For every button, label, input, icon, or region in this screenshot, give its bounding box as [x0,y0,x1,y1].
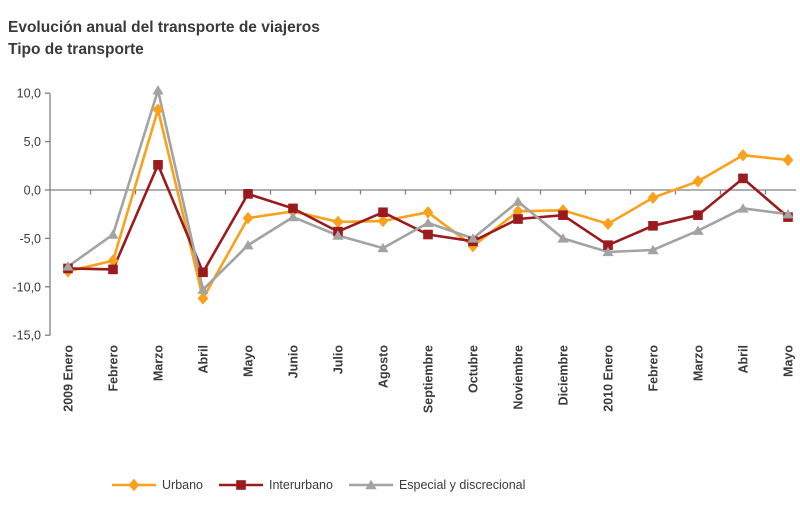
legend-label-interurbano: Interurbano [269,478,333,492]
svg-text:2009 Enero: 2009 Enero [62,345,76,412]
line-chart: 10,0 5,0 0,0 -5,0 -10,0 -15,0 2009 Enero Febrer… [13,85,796,413]
svg-text:Abril: Abril [197,345,211,373]
svg-text:0,0: 0,0 [24,184,41,198]
legend-label-urbano: Urbano [162,478,203,492]
svg-text:Octubre: Octubre [467,345,481,393]
urbano-diamond-icon [112,478,156,492]
legend-item-especial: Especial y discrecional [348,478,526,492]
svg-text:Febrero: Febrero [107,345,121,392]
svg-text:Diciembre: Diciembre [557,345,571,405]
svg-text:Septiembre: Septiembre [422,345,436,413]
especial-triangle-icon [348,479,393,490]
svg-text:2010 Enero: 2010 Enero [602,345,616,412]
svg-text:Marzo: Marzo [692,345,706,381]
svg-text:Marzo: Marzo [152,345,166,381]
interurbano-square-icon [219,480,263,490]
svg-text:Mayo: Mayo [242,345,256,377]
svg-text:Agosto: Agosto [377,345,391,388]
chart-legend: Urbano Interurbano Especial y discrecion… [112,478,525,492]
title-block: Evolución anual del transporte de viajer… [8,16,320,62]
svg-text:Junio: Junio [287,345,301,379]
svg-text:-10,0: -10,0 [13,280,42,294]
svg-text:Mayo: Mayo [782,345,796,377]
legend-item-interurbano: Interurbano [219,478,333,492]
svg-text:Abril: Abril [737,345,751,373]
svg-text:10,0: 10,0 [17,87,41,101]
svg-text:Febrero: Febrero [647,345,661,392]
svg-text:-5,0: -5,0 [19,232,41,246]
legend-label-especial: Especial y discrecional [398,478,526,492]
svg-text:5,0: 5,0 [24,135,41,149]
svg-text:Julio: Julio [332,345,346,375]
chart-subtitle: Tipo de transporte [8,41,144,59]
svg-text:Noviembre: Noviembre [512,345,526,410]
legend-item-urbano: Urbano [112,478,203,492]
chart-title: Evolución anual del transporte de viajer… [8,19,320,36]
svg-text:-15,0: -15,0 [13,329,42,343]
